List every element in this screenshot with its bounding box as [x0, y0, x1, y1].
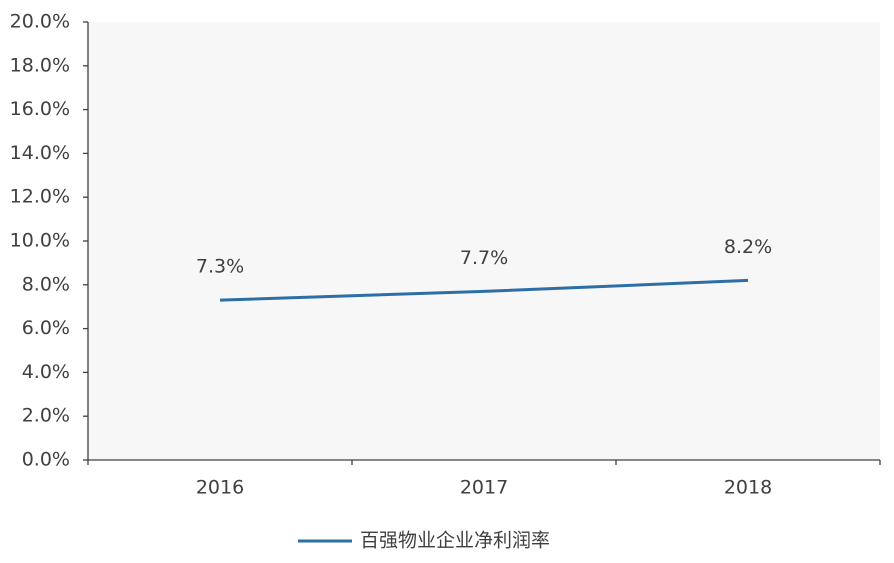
data-label: 7.3%: [196, 256, 244, 278]
y-tick-label: 18.0%: [10, 54, 70, 76]
y-tick-label: 16.0%: [10, 98, 70, 120]
y-tick-label: 20.0%: [10, 11, 70, 33]
y-tick-label: 10.0%: [10, 230, 70, 252]
data-label: 7.7%: [460, 247, 508, 269]
data-label: 8.2%: [724, 236, 772, 258]
y-tick-label: 8.0%: [22, 273, 70, 295]
line-series: [219, 278, 749, 302]
x-tick-label: 2017: [460, 477, 508, 499]
x-tick-label: 2018: [724, 477, 772, 499]
y-tick-label: 0.0%: [22, 449, 70, 471]
x-tick-label: 2016: [196, 477, 244, 499]
y-tick-label: 4.0%: [22, 361, 70, 383]
plot-area: [88, 22, 880, 460]
y-tick-label: 14.0%: [10, 142, 70, 164]
legend-label: 百强物业企业净利润率: [360, 530, 550, 552]
y-tick-label: 12.0%: [10, 186, 70, 208]
y-tick-label: 6.0%: [22, 317, 70, 339]
y-tick-label: 2.0%: [22, 405, 70, 427]
